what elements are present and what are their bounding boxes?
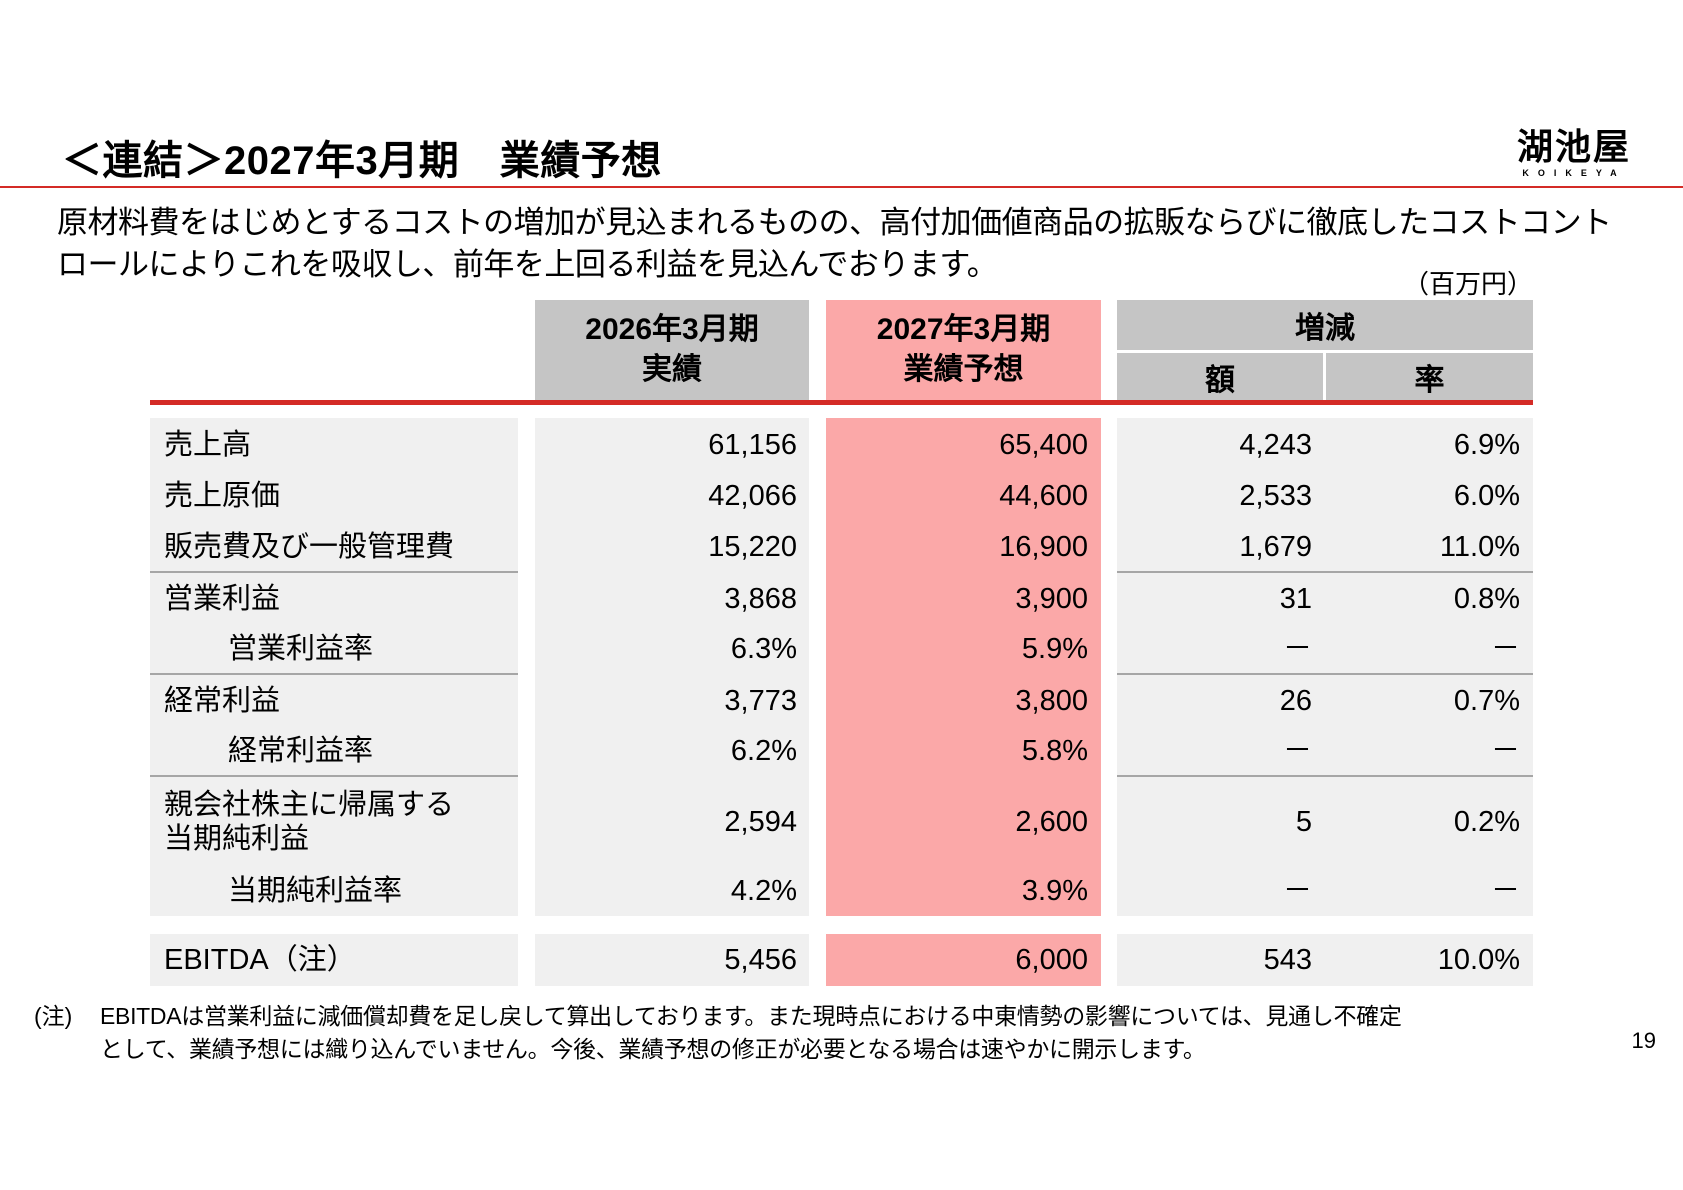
cell-2027: 3,800 [1015,685,1088,717]
cell-change-rate: － [1490,735,1520,767]
cell-change-amount: 1,679 [1239,531,1312,563]
cell-change-rate: － [1490,875,1520,907]
group-separator [150,775,518,777]
cell-change-rate: 0.2% [1453,806,1520,838]
page-number: 19 [1631,1028,1656,1053]
cell-2027: 6,000 [1015,944,1088,976]
cell-2026: 3,868 [724,583,797,615]
cell-2027: 44,600 [999,480,1088,512]
cell-change-rate: 0.7% [1453,685,1520,717]
cell-2026: 61,156 [708,429,797,461]
ebitda-change-bg [1117,934,1533,986]
row-label: 営業利益 [164,583,281,615]
table-header-divider [150,400,1533,405]
cell-change-rate: 11.0% [1439,531,1520,563]
cell-change-rate: － [1490,633,1520,665]
row-label: 経常利益率 [228,735,374,767]
cell-change-amount: 4,243 [1239,429,1312,461]
cell-2026: 15,220 [708,531,797,563]
group-separator [150,673,518,675]
group-separator [1117,571,1533,573]
header-change-rate: 率 [1326,353,1533,400]
cell-2026: 4.2% [730,875,797,907]
cell-change-amount: － [1282,875,1312,907]
ebitda-label-bg [150,934,518,986]
cell-change-rate: 10.0% [1437,944,1520,976]
cell-2027: 3,900 [1015,583,1088,615]
ebitda-forecast-bg [826,934,1101,986]
header-2027-line1: 2027年3月期 [876,313,1051,346]
cell-change-amount: 5 [1295,806,1312,838]
label-column-bg [150,418,518,916]
header-2026-actual: 2026年3月期 実績 [535,300,809,400]
header-2026-line1: 2026年3月期 [585,313,759,346]
group-separator [1117,775,1533,777]
row-label: 売上原価 [164,480,281,512]
cell-2026: 6.3% [730,633,797,665]
row-label: 売上高 [164,429,252,461]
footnote-text: EBITDAは営業利益に減価償却費を足し戻して算出しております。また現時点におけ… [100,1003,1402,1062]
header-2027-forecast: 2027年3月期 業績予想 [826,300,1101,400]
row-label: EBITDA（注） [164,944,356,976]
logo-name: 湖池屋 [1516,126,1631,167]
cell-change-amount: 31 [1279,583,1312,615]
title-divider [0,186,1683,188]
header-change: 増減 額 率 [1117,300,1533,400]
cell-change-amount: － [1282,633,1312,665]
cell-2026: 5,456 [724,944,797,976]
row-label: 経常利益 [164,685,281,717]
row-label: 親会社株主に帰属する 当期純利益 [164,789,455,855]
cell-2027: 16,900 [999,531,1088,563]
row-label: 販売費及び一般管理費 [164,531,455,563]
logo-subtext: KOIKEYA [1522,168,1626,178]
cell-2027: 5.9% [1021,633,1088,665]
cell-change-amount: － [1282,735,1312,767]
footnote-mark: (注) [34,1003,73,1029]
page-title: ＜連結＞2027年3月期 業績予想 [62,139,662,183]
cell-change-amount: 26 [1279,685,1312,717]
cell-2027: 2,600 [1015,806,1088,838]
cell-change-amount: 543 [1263,944,1312,976]
intro-text: 原材料費をはじめとするコストの増加が見込まれるものの、高付加価値商品の拡販ならび… [57,205,1612,282]
row-label: 当期純利益率 [228,875,403,907]
cell-2027: 5.8% [1021,735,1088,767]
row-label: 営業利益率 [228,633,374,665]
cell-2026: 3,773 [724,685,797,717]
cell-2026: 2,594 [724,806,797,838]
cell-2027: 65,400 [999,429,1088,461]
actual-column-bg [535,418,809,916]
group-separator [150,571,518,573]
unit-label: （百万円） [1402,269,1533,299]
cell-2027: 3.9% [1021,875,1088,907]
header-2027-line2: 業績予想 [903,353,1024,386]
header-change-amount: 額 [1117,353,1323,400]
ebitda-actual-bg [535,934,809,986]
group-separator [1117,673,1533,675]
cell-change-rate: 6.9% [1453,429,1520,461]
header-2026-line2: 実績 [642,353,702,386]
cell-change-amount: 2,533 [1239,480,1312,512]
cell-change-rate: 6.0% [1453,480,1520,512]
header-change-label: 増減 [1117,300,1533,350]
cell-change-rate: 0.8% [1453,583,1520,615]
cell-2026: 6.2% [730,735,797,767]
cell-2026: 42,066 [708,480,797,512]
company-logo: 湖池屋 KOIKEYA [1516,126,1631,179]
change-column-bg [1117,418,1533,916]
forecast-column-bg [826,418,1101,916]
